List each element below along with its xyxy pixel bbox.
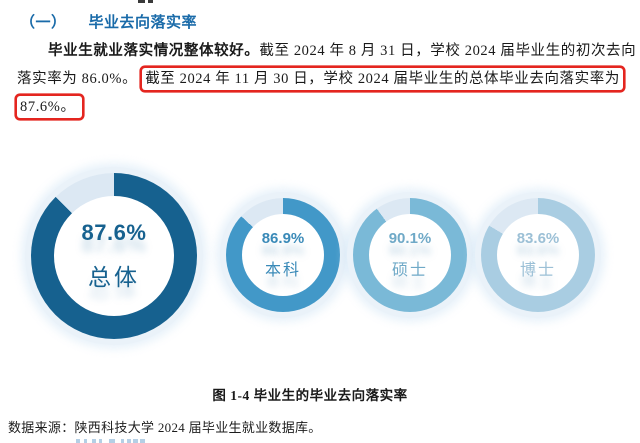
- donut-value-label: 87.6%: [81, 220, 147, 245]
- donut-hole: 83.6% 博士: [497, 214, 579, 296]
- donut-hole: 87.6% 总体: [54, 196, 174, 316]
- donut-charts: 87.6% 总体 86.9% 本科 90.1% 硕士 83.6% 博士: [0, 140, 640, 360]
- paragraph-line-3: 87.6%。: [17, 95, 624, 119]
- donut-category-label: 硕士: [391, 262, 428, 279]
- donut-hole: 86.9% 本科: [242, 214, 324, 296]
- paragraph-line-1: 毕业生就业落实情况整体较好。截至 2024 年 8 月 31 日，学校 2024…: [17, 39, 636, 63]
- paragraph-lead-bold: 毕业生就业落实情况整体较好。: [48, 43, 260, 59]
- figure-caption: 图 1-4 毕业生的毕业去向落实率: [212, 388, 408, 403]
- donut-category-label: 博士: [519, 262, 556, 279]
- donut-value-label: 90.1%: [388, 230, 432, 247]
- section-heading: （一） 毕业去向落实率: [20, 11, 197, 32]
- data-source-note: 数据来源：陕西科技大学 2024 届毕业生就业数据库。: [8, 420, 322, 435]
- donut-category-label: 本科: [264, 262, 301, 279]
- donut-category-label: 总体: [88, 265, 140, 290]
- donut-chart-总体: 87.6% 总体: [31, 173, 197, 339]
- donut-value-label: 83.6%: [516, 230, 560, 247]
- donut-value-label: 86.9%: [261, 230, 305, 247]
- donut-chart-本科: 86.9% 本科: [226, 198, 340, 312]
- paragraph-line2-plain: 落实率为 86.0%。: [17, 71, 138, 87]
- section-title: 毕业去向落实率: [88, 15, 198, 31]
- section-number: （一）: [20, 15, 67, 31]
- paragraph-line-2: 落实率为 86.0%。 截至 2024 年 11 月 30 日，学校 2024 届…: [17, 67, 624, 91]
- paragraph-line1-rest: 截至 2024 年 8 月 31 日，学校 2024 届毕业生的初次去向: [259, 43, 637, 59]
- donut-chart-博士: 83.6% 博士: [481, 198, 595, 312]
- donut-chart-硕士: 90.1% 硕士: [353, 198, 467, 312]
- highlighted-rate-box: 87.6%。: [17, 96, 82, 118]
- highlighted-text-box: 截至 2024 年 11 月 30 日，学校 2024 届毕业生的总体毕业去向落…: [142, 68, 623, 90]
- donut-hole: 90.1% 硕士: [369, 214, 451, 296]
